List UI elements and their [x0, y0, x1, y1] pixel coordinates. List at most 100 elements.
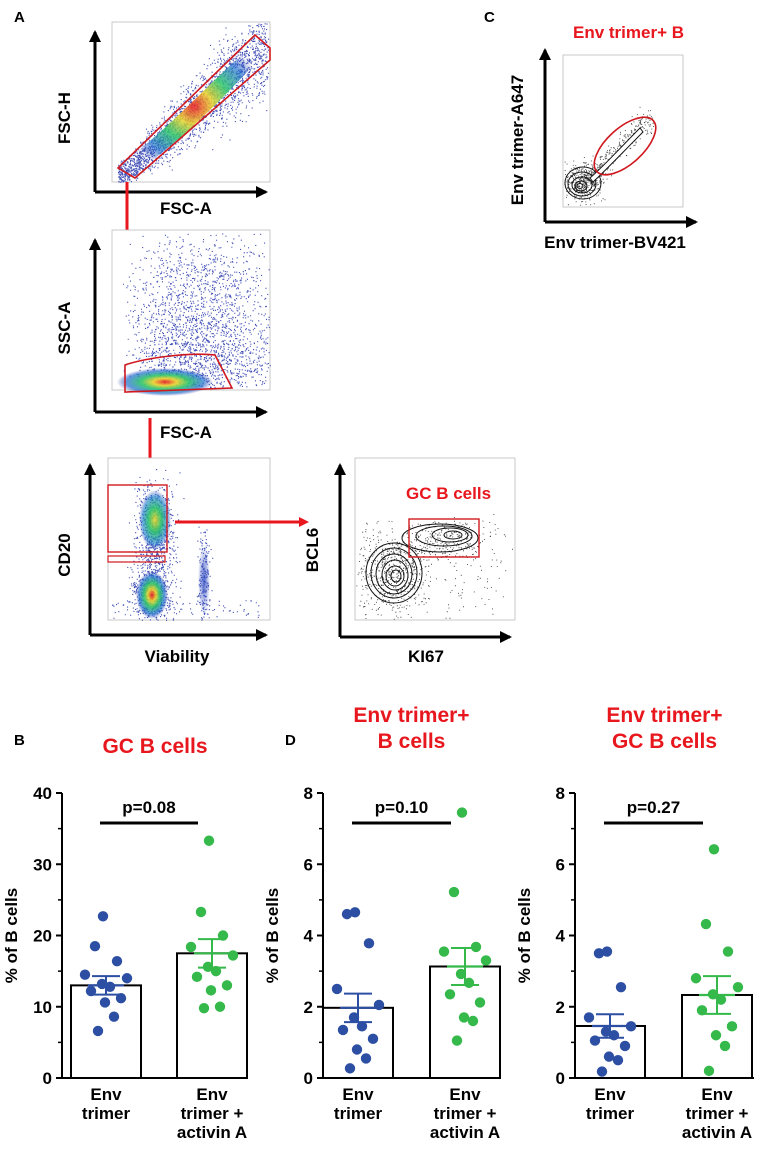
y-tick-label: 10: [33, 998, 52, 1017]
p-value-label: p=0.27: [627, 798, 680, 817]
y-axis-label: % of B cells: [515, 888, 534, 983]
flow-plot-ssca-fsca: SSC-A FSC-A: [55, 229, 271, 442]
event-dots: [564, 106, 655, 206]
category-label: activin A: [430, 1123, 500, 1142]
data-point: [227, 950, 239, 961]
data-point: [92, 1025, 104, 1037]
data-point: [700, 918, 712, 930]
data-point: [600, 1026, 612, 1037]
data-point: [703, 1065, 715, 1077]
category-label: Env: [701, 1085, 733, 1104]
data-point: [448, 886, 460, 898]
data-point: [625, 1021, 637, 1032]
category-label: trimer: [334, 1104, 383, 1123]
data-point: [690, 973, 702, 984]
category-label: activin A: [177, 1123, 247, 1142]
gc-b-cell-gate: [408, 518, 480, 558]
data-point: [89, 940, 101, 952]
category-label: Env: [196, 1085, 228, 1104]
lymphocyte-gate: [124, 353, 234, 393]
cd20-positive-population: [139, 490, 171, 550]
p-value-label: p=0.10: [375, 798, 428, 817]
data-point: [337, 1024, 349, 1036]
x-axis-label: Viability: [145, 647, 210, 666]
data-point: [79, 969, 91, 980]
y-tick-label: 4: [304, 927, 314, 946]
cd20-negative-population: [136, 571, 168, 619]
data-point: [344, 1063, 356, 1074]
data-point: [603, 1051, 615, 1062]
y-axis-label: % of B cells: [263, 888, 282, 983]
dead-cell-population: [198, 544, 210, 616]
data-point: [111, 955, 123, 967]
x-axis-label: FSC-A: [160, 423, 212, 442]
data-point: [367, 1033, 379, 1045]
flow-plot-cd20-viability: CD20 Viability: [55, 457, 271, 666]
y-tick-label: 30: [33, 855, 52, 874]
y-tick-label: 40: [33, 784, 52, 803]
y-tick-label: 20: [33, 927, 52, 946]
chart-title: Env trimer+: [606, 704, 722, 727]
y-axis-label: % of B cells: [2, 888, 21, 983]
env-trimer-gate: [593, 116, 657, 176]
data-point: [583, 1012, 595, 1023]
data-point: [331, 983, 343, 995]
data-point: [474, 997, 486, 1008]
y-axis-label: FSC-H: [55, 92, 74, 144]
y-tick-label: 2: [304, 998, 313, 1017]
contour-gc: [401, 523, 479, 553]
event-cloud: [564, 106, 655, 206]
data-point: [203, 835, 215, 846]
y-axis-label: CD20: [55, 533, 74, 576]
plot-frame: [562, 54, 684, 208]
intermediate-gate: [107, 555, 166, 563]
category-label: Env: [90, 1085, 122, 1104]
bar: [322, 1006, 394, 1079]
y-tick-label: 6: [556, 855, 565, 874]
data-point: [710, 1030, 722, 1041]
data-point: [619, 1040, 631, 1052]
data-point: [601, 946, 613, 957]
x-axis-label: Env trimer-BV421: [544, 233, 686, 252]
data-point: [185, 941, 197, 953]
event-cloud: [356, 514, 513, 620]
plot-frame: [107, 457, 271, 621]
bar-chart-env-trimer-gc-b-cells: Env trimer+ GC B cells 0 2 4 6 8 % of B cells En…: [515, 704, 754, 1142]
data-point: [108, 1011, 120, 1022]
x-axis-label: KI67: [408, 647, 444, 666]
y-tick-label: 8: [304, 784, 313, 803]
p-value-label: p=0.08: [122, 798, 175, 817]
data-point: [99, 997, 111, 1008]
data-point: [458, 1012, 470, 1023]
y-tick-label: 4: [556, 927, 566, 946]
data-point: [341, 908, 353, 920]
category-label: Env: [449, 1085, 481, 1104]
data-point: [451, 1035, 463, 1046]
chart-title: GC B cells: [612, 730, 717, 753]
data-point: [719, 1040, 731, 1052]
data-point: [198, 1002, 210, 1014]
data-point: [612, 1054, 624, 1066]
category-label: trimer +: [686, 1104, 749, 1123]
data-point: [373, 999, 385, 1011]
category-label: trimer: [586, 1104, 635, 1123]
density-ridge: [120, 38, 268, 175]
data-point: [351, 1044, 363, 1055]
y-tick-label: 0: [556, 1069, 565, 1088]
y-tick-label: 6: [304, 855, 313, 874]
data-point: [732, 981, 744, 993]
y-axis-label: BCL6: [303, 528, 322, 572]
data-point: [191, 971, 203, 983]
y-tick-label: 8: [556, 784, 565, 803]
category-label: trimer +: [434, 1104, 497, 1123]
plot-frame: [111, 229, 271, 391]
category-label: trimer: [82, 1104, 131, 1123]
data-point: [596, 1066, 608, 1077]
flow-plot-fsch-fsca: FSC-H FSC-A: [55, 21, 271, 218]
y-tick-label: 2: [556, 998, 565, 1017]
contour-main: [365, 542, 423, 604]
event-dots: [356, 514, 513, 620]
